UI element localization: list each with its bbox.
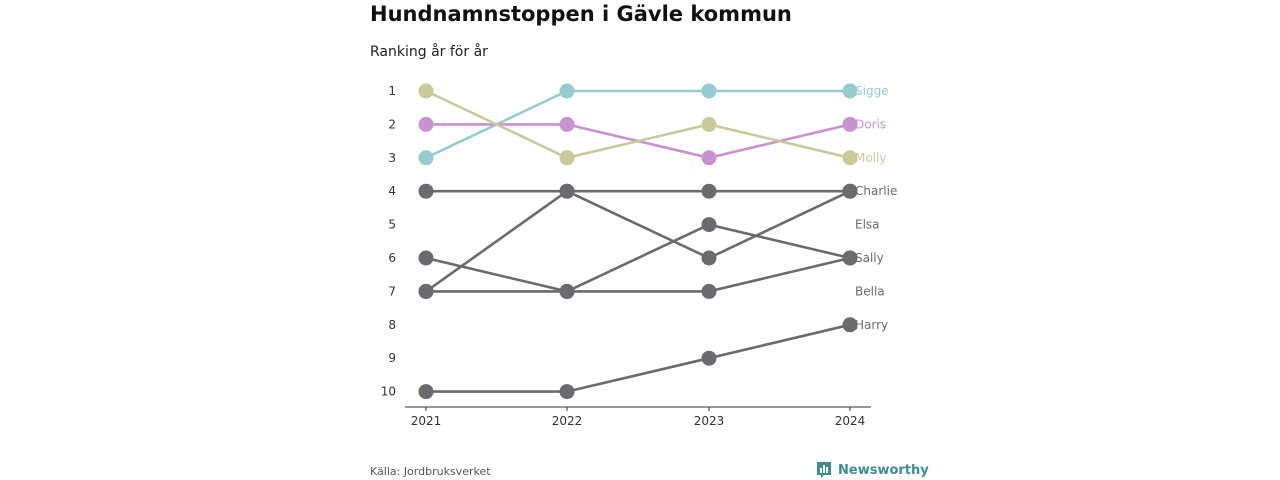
highlighted-series-lines (418, 83, 858, 166)
series-elsa (418, 183, 858, 299)
y-tick-label-2: 2 (388, 117, 396, 131)
point-molly-2021[interactable] (418, 83, 434, 99)
series-label-sigge: Sigge (855, 84, 889, 98)
y-tick-label-7: 7 (388, 284, 396, 298)
point-harry-2022[interactable] (559, 384, 575, 400)
x-tick-label-2023: 2023 (694, 414, 725, 428)
point-bella-2023[interactable] (701, 283, 717, 299)
point-molly-2024[interactable] (842, 150, 858, 166)
point-elsa-2022[interactable] (559, 183, 575, 199)
series-sally (418, 217, 858, 299)
point-sigge-2023[interactable] (701, 83, 717, 99)
x-axis: 2021 2022 2023 2024 (405, 406, 871, 428)
point-harry-2021[interactable] (418, 384, 434, 400)
series-harry (418, 317, 858, 400)
y-tick-label-8: 8 (388, 318, 396, 332)
series-charlie (418, 183, 858, 199)
point-sally-2021[interactable] (418, 250, 434, 266)
series-molly (418, 83, 858, 166)
bar-chart-flag-icon (817, 462, 831, 478)
y-tick-label-10: 10 (381, 385, 396, 399)
point-molly-2023[interactable] (701, 116, 717, 132)
x-tick-label-2022: 2022 (552, 414, 583, 428)
point-sigge-2022[interactable] (559, 83, 575, 99)
y-tick-label-5: 5 (388, 218, 396, 232)
series-label-elsa: Elsa (855, 218, 880, 232)
series-line-molly (425, 89, 851, 160)
brand-name: Newsworthy (838, 462, 929, 478)
series-label-harry: Harry (855, 318, 888, 332)
y-tick-label-6: 6 (388, 251, 396, 265)
point-doris-2024[interactable] (842, 116, 858, 132)
series-label-bella: Bella (855, 284, 885, 298)
y-tick-label-3: 3 (388, 151, 396, 165)
point-bella-2024[interactable] (842, 250, 858, 266)
gray-series-lines (418, 183, 858, 400)
series-line-elsa (425, 189, 851, 293)
point-doris-2023[interactable] (701, 150, 717, 166)
series-line-sally (425, 223, 851, 293)
y-tick-label-1: 1 (388, 84, 396, 98)
series-label-doris: Doris (855, 117, 886, 131)
point-charlie-2023[interactable] (701, 183, 717, 199)
point-molly-2022[interactable] (559, 150, 575, 166)
series-label-molly: Molly (855, 151, 886, 165)
point-sally-2023[interactable] (701, 217, 717, 233)
series-end-labels: Sigge Doris Molly Charlie Elsa Sally Bella Harr… (855, 84, 897, 332)
y-tick-label-9: 9 (388, 351, 396, 365)
x-tick-label-2021: 2021 (411, 414, 442, 428)
chart-subtitle: Ranking år för år (370, 44, 488, 60)
point-doris-2022[interactable] (559, 116, 575, 132)
point-harry-2024[interactable] (842, 317, 858, 333)
series-label-sally: Sally (855, 251, 884, 265)
point-bella-2022[interactable] (559, 283, 575, 299)
source-note: Källa: Jordbruksverket (370, 465, 491, 478)
point-charlie-2021[interactable] (418, 183, 434, 199)
brand-logo[interactable]: Newsworthy (816, 461, 929, 479)
point-bella-2021[interactable] (418, 283, 434, 299)
y-axis: 1 2 3 4 5 6 7 8 9 10 (381, 84, 396, 399)
series-bella (418, 250, 858, 299)
series-line-bella (426, 256, 851, 293)
point-doris-2021[interactable] (418, 116, 434, 132)
point-elsa-2024[interactable] (842, 183, 858, 199)
chart-title: Hundnamnstoppen i Gävle kommun (370, 2, 792, 26)
point-elsa-2023[interactable] (701, 250, 717, 266)
point-sigge-2021[interactable] (418, 150, 434, 166)
point-harry-2023[interactable] (701, 350, 717, 366)
y-tick-label-4: 4 (388, 184, 396, 198)
x-tick-label-2024: 2024 (835, 414, 866, 428)
point-sigge-2024[interactable] (842, 83, 858, 99)
series-label-charlie: Charlie (855, 184, 897, 198)
series-line-harry (426, 323, 851, 393)
